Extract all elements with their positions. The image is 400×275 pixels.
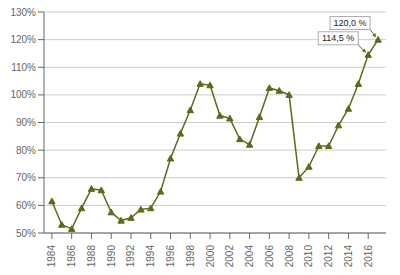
svg-text:110%: 110% (11, 62, 36, 73)
svg-text:80%: 80% (16, 145, 36, 156)
svg-text:50%: 50% (16, 228, 36, 239)
svg-text:2010: 2010 (303, 245, 314, 268)
svg-text:2006: 2006 (264, 245, 275, 268)
svg-text:2004: 2004 (244, 245, 255, 268)
svg-text:1990: 1990 (106, 245, 117, 268)
svg-text:90%: 90% (16, 117, 36, 128)
svg-text:2008: 2008 (284, 245, 295, 268)
svg-text:1992: 1992 (125, 245, 136, 268)
svg-text:120%: 120% (10, 34, 36, 45)
svg-text:130%: 130% (10, 7, 36, 18)
svg-text:2016: 2016 (363, 245, 374, 268)
svg-text:1984: 1984 (46, 245, 57, 268)
svg-text:2012: 2012 (323, 245, 334, 268)
svg-text:60%: 60% (16, 200, 36, 211)
svg-text:1988: 1988 (86, 245, 97, 268)
svg-text:2002: 2002 (224, 245, 235, 268)
svg-text:2000: 2000 (205, 245, 216, 268)
svg-text:120,0 %: 120,0 % (334, 18, 367, 28)
svg-text:1998: 1998 (185, 245, 196, 268)
svg-text:1986: 1986 (66, 245, 77, 268)
svg-text:114,5 %: 114,5 % (322, 33, 354, 43)
svg-text:70%: 70% (16, 172, 36, 183)
svg-text:1994: 1994 (145, 245, 156, 268)
svg-text:2014: 2014 (343, 245, 354, 268)
svg-text:100%: 100% (10, 89, 36, 100)
svg-text:1996: 1996 (165, 245, 176, 268)
